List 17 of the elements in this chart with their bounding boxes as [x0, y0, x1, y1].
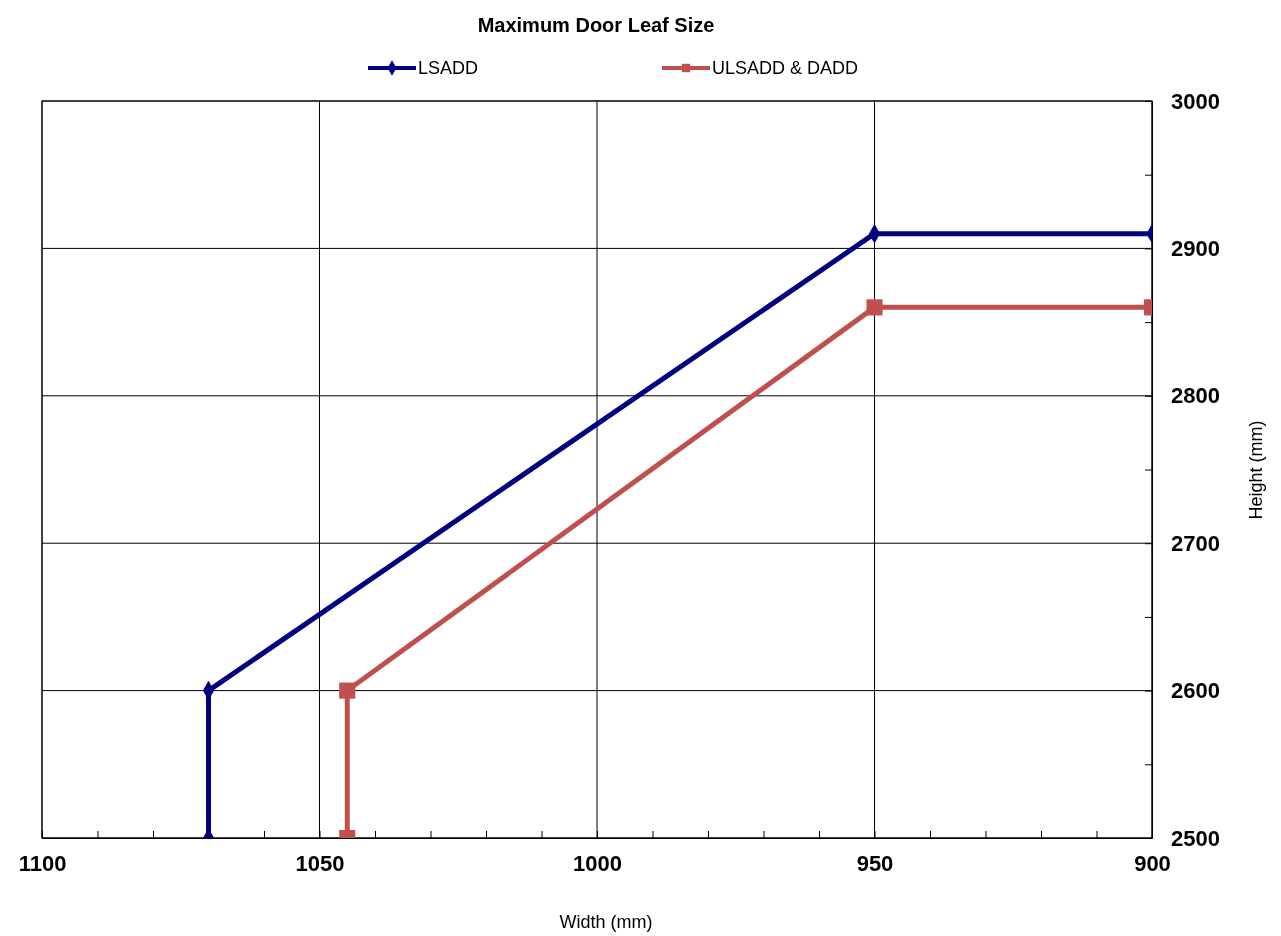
chart-title: Maximum Door Leaf Size	[477, 14, 715, 36]
x-tick-label: 1000	[573, 851, 622, 876]
y-tick-label: 2900	[1171, 235, 1220, 261]
x-tick-label: 900	[1134, 851, 1171, 876]
legend-label: LSADD	[418, 58, 479, 78]
y-axis-title: Height (mm)	[1246, 420, 1266, 520]
x-axis-title: Width (mm)	[559, 912, 653, 932]
y-tick-label: 2500	[1171, 825, 1220, 851]
y-tick-label: 3000	[1171, 88, 1220, 114]
y-tick-label: 2600	[1171, 678, 1220, 704]
x-tick-label: 950	[856, 851, 894, 876]
point	[866, 299, 883, 316]
legend-label: ULSADD & DADD	[712, 58, 859, 78]
x-tick-label: 1050	[295, 851, 345, 876]
y-tick-label: 2800	[1171, 383, 1220, 409]
x-tick-label: 1100	[18, 851, 67, 876]
y-tick-label: 2700	[1171, 530, 1220, 556]
